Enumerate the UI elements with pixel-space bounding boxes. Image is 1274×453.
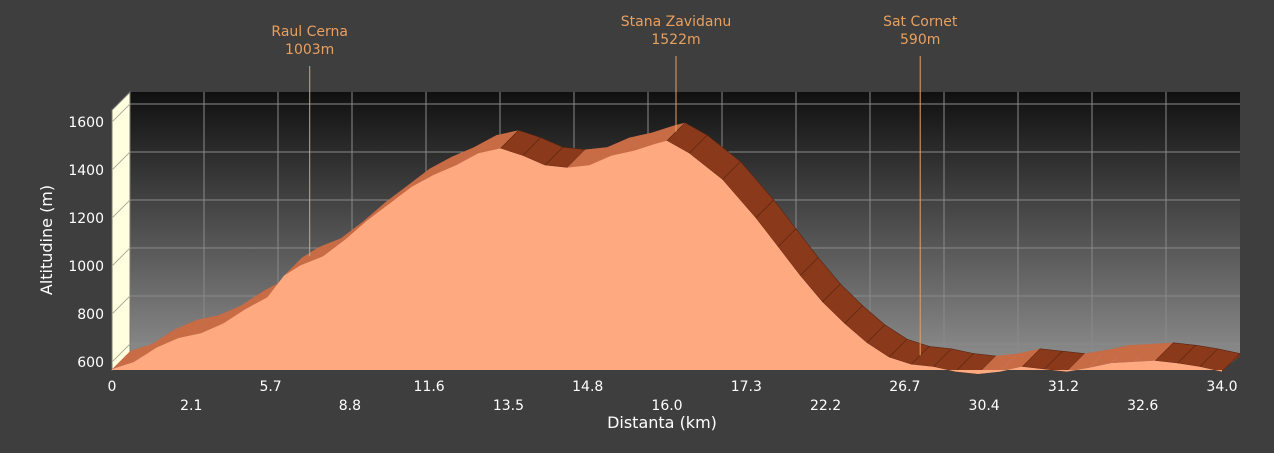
profile-top-strip <box>367 185 408 221</box>
x-tick-label: 16.0 <box>651 398 682 414</box>
x-axis-title: Distanta (km) <box>607 413 717 432</box>
x-tick-label: 14.8 <box>572 379 603 395</box>
profile-top-strip <box>112 344 153 370</box>
grid-line-y-side <box>111 295 131 315</box>
grid-line-y-side <box>111 151 131 171</box>
x-tick-label: 0 <box>108 379 117 395</box>
annotation-label: Stana Zavidanu <box>621 14 731 30</box>
profile-top-strip <box>245 279 286 310</box>
x-tick-label: 34.0 <box>1206 379 1237 395</box>
profile-top-strip <box>200 305 241 334</box>
profile-top-strip <box>1066 350 1107 372</box>
profile-top-strip <box>134 329 175 362</box>
grid-line-y-side <box>111 343 131 363</box>
profile-top-strip <box>1133 342 1174 362</box>
profile-top-strip <box>1088 345 1129 368</box>
profile-top-strip <box>478 130 519 154</box>
annotation-value: 590m <box>900 32 940 48</box>
profile-top-strip <box>433 147 475 175</box>
profile-top-strip <box>322 221 364 257</box>
x-tick-label: 13.5 <box>493 398 524 414</box>
y-axis-title: Altitudine (m) <box>37 185 56 295</box>
x-tick-label: 8.8 <box>339 398 361 414</box>
annotation-value: 1522m <box>651 32 700 48</box>
profile-top-strip <box>456 135 497 166</box>
profile-top-strip <box>178 315 219 338</box>
grid-line-y-side <box>111 247 131 267</box>
x-tick-label: 22.2 <box>810 398 841 414</box>
profile-top-strip <box>977 353 1018 374</box>
profile-top-strip <box>655 122 685 144</box>
x-tick-label: 31.2 <box>1048 379 1079 395</box>
profile-top-strip <box>611 132 652 156</box>
profile-top-strip <box>345 202 386 240</box>
x-tick-label: 26.7 <box>889 379 920 395</box>
profile-top-strip <box>223 291 264 324</box>
y-tick-label: 1000 <box>68 259 104 275</box>
profile-top-strip <box>589 137 630 166</box>
profile-top-strip <box>1111 344 1152 364</box>
x-tick-label: 5.7 <box>259 379 281 395</box>
profile-top-strip <box>300 238 341 266</box>
plot-left-wall <box>111 90 131 372</box>
grid-line-y-side <box>111 199 131 219</box>
x-tick-label: 2.1 <box>180 398 202 414</box>
annotation-label: Sat Cornet <box>883 14 958 30</box>
profile-top-strip <box>389 168 430 204</box>
y-tick-label: 800 <box>77 307 104 323</box>
profile-front-surface <box>112 140 1222 374</box>
annotation-value: 1003m <box>285 42 334 58</box>
profile-top-strip <box>633 125 674 151</box>
y-tick-label: 1400 <box>68 163 104 179</box>
x-tick-label: 11.6 <box>414 379 445 395</box>
x-tick-label: 32.6 <box>1127 398 1158 414</box>
profile-top-strip <box>567 147 608 168</box>
x-tick-label: 30.4 <box>969 398 1000 414</box>
y-tick-label: 1200 <box>68 211 104 227</box>
profile-top-strip <box>156 320 197 348</box>
annotation-label: Raul Cerna <box>271 24 348 40</box>
y-tick-label: 600 <box>77 355 104 371</box>
profile-top-strip <box>411 156 452 187</box>
x-tick-label: 17.3 <box>731 379 762 395</box>
profile-end-face <box>1222 353 1240 372</box>
profile-top-strip <box>1000 348 1041 372</box>
grid-line-y-side <box>111 103 131 123</box>
y-tick-label: 1600 <box>68 115 104 131</box>
